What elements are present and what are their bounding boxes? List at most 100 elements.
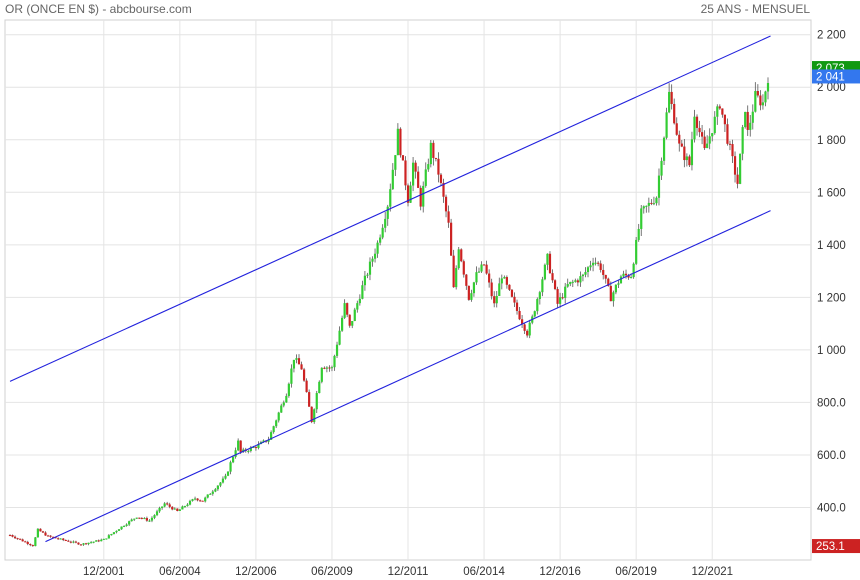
candle-down bbox=[695, 116, 699, 128]
candle-up bbox=[363, 275, 367, 286]
candle-down bbox=[16, 538, 19, 540]
candle-down bbox=[39, 528, 42, 532]
candle-up bbox=[330, 367, 334, 369]
candle-down bbox=[300, 364, 303, 370]
candle-up bbox=[277, 412, 280, 421]
candle-up bbox=[107, 535, 110, 539]
candle-up bbox=[267, 439, 270, 442]
candle-down bbox=[434, 157, 437, 159]
candle-up bbox=[211, 491, 214, 494]
candle-up bbox=[498, 283, 501, 296]
candle-down bbox=[44, 532, 47, 536]
candle-up bbox=[495, 295, 498, 304]
candle-up bbox=[122, 525, 126, 527]
candle-up bbox=[231, 456, 235, 463]
candle-up bbox=[470, 293, 473, 300]
candle-up bbox=[209, 493, 212, 495]
candle-up bbox=[295, 358, 298, 360]
candle-up bbox=[571, 281, 574, 283]
candle-up bbox=[640, 208, 643, 229]
candle-down bbox=[31, 545, 34, 547]
y-tick-label: 400.0 bbox=[817, 502, 846, 514]
candles bbox=[8, 77, 770, 547]
y-tick-label: 1 000 bbox=[817, 345, 846, 357]
candle-up bbox=[376, 242, 379, 254]
candle-up bbox=[237, 440, 240, 451]
candle-up bbox=[120, 526, 123, 530]
candle-up bbox=[143, 518, 146, 520]
candle-down bbox=[444, 196, 448, 212]
candle-down bbox=[346, 303, 349, 315]
candle-up bbox=[711, 133, 714, 137]
candle-up bbox=[280, 405, 283, 413]
candle-down bbox=[450, 222, 453, 256]
candle-up bbox=[614, 284, 617, 293]
candle-down bbox=[723, 114, 727, 125]
candle-up bbox=[617, 283, 620, 285]
candle-up bbox=[660, 160, 663, 176]
candle-down bbox=[437, 158, 440, 175]
candle-up bbox=[690, 139, 694, 166]
candle-up bbox=[645, 205, 648, 207]
candle-down bbox=[24, 541, 27, 543]
candle-down bbox=[62, 538, 65, 541]
candle-up bbox=[386, 206, 389, 219]
candle-up bbox=[275, 420, 278, 427]
candle-down bbox=[548, 253, 552, 274]
candle-up bbox=[538, 292, 541, 300]
candle-down bbox=[688, 156, 691, 166]
candle-down bbox=[513, 296, 516, 303]
candle-down bbox=[523, 324, 526, 331]
candle-down bbox=[624, 273, 628, 276]
candle-up bbox=[574, 280, 577, 282]
candle-up bbox=[622, 273, 625, 277]
candle-up bbox=[543, 264, 547, 280]
candle-up bbox=[749, 122, 752, 130]
y-tick-label: 2 000 bbox=[817, 82, 846, 94]
candle-down bbox=[759, 95, 762, 106]
x-tick-label: 12/2011 bbox=[388, 566, 429, 578]
candle-up bbox=[741, 127, 744, 154]
candle-up bbox=[315, 393, 318, 410]
candle-up bbox=[716, 106, 719, 117]
candle-up bbox=[662, 137, 666, 161]
candle-up bbox=[391, 169, 394, 190]
candle-up bbox=[158, 507, 161, 512]
candle-up bbox=[36, 528, 39, 538]
candle-up bbox=[566, 284, 569, 287]
candle-up bbox=[751, 111, 754, 123]
candle-down bbox=[465, 274, 468, 286]
candle-up bbox=[219, 482, 222, 486]
candle-down bbox=[19, 538, 22, 540]
candle-up bbox=[257, 444, 260, 449]
candle-up bbox=[619, 276, 623, 284]
chart-period[interactable]: 25 ANS - MENSUEL bbox=[700, 2, 810, 16]
candle-down bbox=[97, 540, 100, 542]
candle-down bbox=[551, 273, 554, 281]
candle-down bbox=[756, 91, 759, 96]
candle-up bbox=[581, 274, 585, 277]
candle-up bbox=[373, 253, 377, 259]
candle-down bbox=[703, 136, 706, 149]
candle-down bbox=[683, 146, 686, 161]
y-tick-label: 1 600 bbox=[817, 187, 846, 199]
candle-up bbox=[221, 478, 225, 483]
candle-up bbox=[480, 264, 483, 272]
candle-down bbox=[602, 269, 605, 275]
grid-lines bbox=[5, 20, 811, 560]
candle-down bbox=[310, 406, 313, 423]
candle-up bbox=[472, 282, 476, 294]
x-tick-label: 06/2004 bbox=[159, 566, 201, 578]
candle-up bbox=[90, 542, 93, 544]
candle-down bbox=[467, 285, 470, 300]
candle-down bbox=[731, 144, 734, 157]
candle-up bbox=[429, 142, 432, 165]
candle-down bbox=[561, 297, 564, 299]
candle-up bbox=[381, 227, 384, 238]
candle-up bbox=[764, 91, 767, 103]
candle-down bbox=[721, 108, 724, 115]
candle-up bbox=[292, 359, 296, 369]
candle-down bbox=[627, 275, 630, 278]
candle-up bbox=[657, 175, 661, 198]
